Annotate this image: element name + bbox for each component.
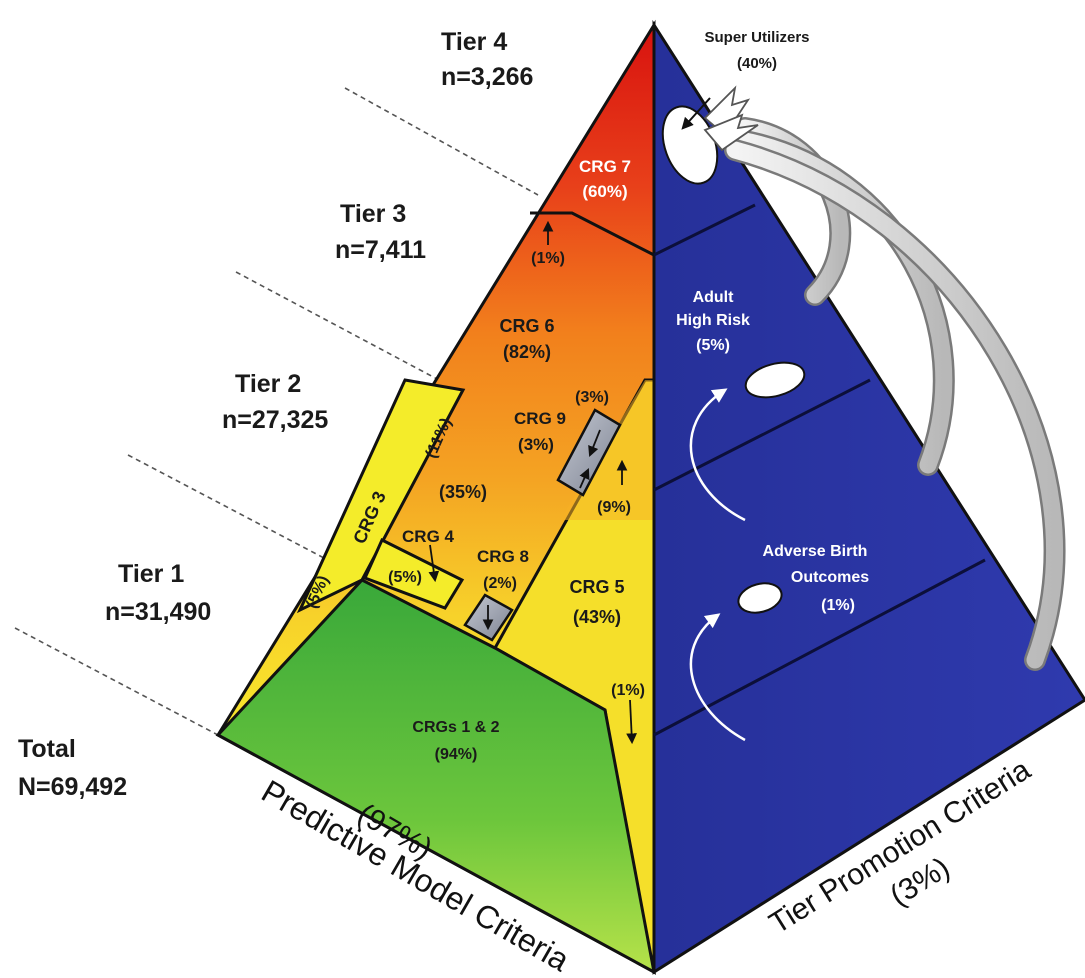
crg4-name: CRG 4 <box>402 527 455 546</box>
crg8-name: CRG 8 <box>477 547 529 566</box>
tier4-name: Tier 4 <box>441 28 507 56</box>
crg6-pct: (82%) <box>503 342 551 362</box>
adult-high-risk-line1: Adult <box>693 289 735 306</box>
adult-high-risk-pct: (5%) <box>696 337 730 354</box>
right-face <box>652 19 1085 975</box>
tier4-count: n=3,266 <box>441 63 533 91</box>
crg12-pct: (94%) <box>435 746 478 763</box>
adverse-birth-line2: Outcomes <box>791 569 869 586</box>
adult-high-risk-oval <box>744 361 806 399</box>
flow-3pct: (3%) <box>575 389 609 406</box>
adult-high-risk-line2: High Risk <box>676 312 750 329</box>
crg12-region <box>215 578 657 975</box>
tier2-count: n=27,325 <box>222 406 328 434</box>
crg8-pct: (2%) <box>483 575 517 592</box>
tier1-name: Tier 1 <box>118 560 184 588</box>
crg6-name: CRG 6 <box>499 316 554 336</box>
crg4-pct: (5%) <box>388 569 422 586</box>
super-utilizers-pct: (40%) <box>737 55 777 72</box>
adverse-birth-arrow <box>689 613 746 742</box>
crg12-name: CRGs 1 & 2 <box>412 719 499 736</box>
right-face-tier-lines <box>653 203 986 737</box>
crg5-name: CRG 5 <box>569 577 624 597</box>
crg4-box <box>362 537 465 610</box>
crg7-pct: (60%) <box>582 182 627 201</box>
total-name: Total <box>18 735 76 763</box>
flow-9pct: (9%) <box>597 499 631 516</box>
flow-35pct: (35%) <box>439 482 487 502</box>
arc-head-2 <box>703 113 759 152</box>
adverse-birth-oval <box>737 582 783 614</box>
crg7-divider <box>530 211 655 257</box>
adverse-birth-line1: Adverse Birth <box>763 543 868 560</box>
crg9-name: CRG 9 <box>514 409 566 428</box>
crg9-pct: (3%) <box>518 435 554 454</box>
tier1-count: n=31,490 <box>105 598 211 626</box>
super-utilizers-name: Super Utilizers <box>704 29 809 46</box>
flow-1pct-bottom: (1%) <box>611 682 645 699</box>
tier2-name: Tier 2 <box>235 370 301 398</box>
adverse-birth-pct: (1%) <box>821 597 855 614</box>
flow-1pct-top: (1%) <box>531 250 565 267</box>
adult-risk-arrow <box>689 388 746 522</box>
super-util-arrow <box>681 97 711 130</box>
flow-arrows <box>428 220 637 745</box>
tier3-name: Tier 3 <box>340 200 406 228</box>
tier3-count: n=7,411 <box>335 236 426 264</box>
promotion-arcs <box>724 117 1066 671</box>
crg7-name: CRG 7 <box>579 157 631 176</box>
total-count: N=69,492 <box>18 773 127 801</box>
crg5-pct: (43%) <box>573 607 621 627</box>
